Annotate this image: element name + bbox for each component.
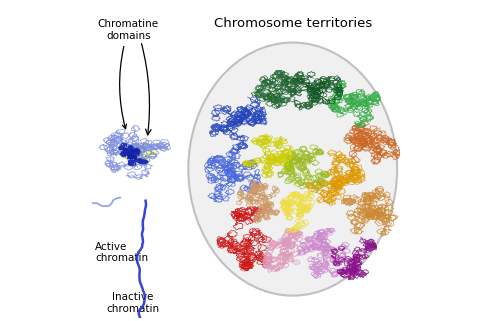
Text: Chromatine
domains: Chromatine domains [98, 19, 159, 129]
Text: Chromosome territories: Chromosome territories [214, 17, 372, 30]
Ellipse shape [188, 42, 397, 296]
Text: Active
chromatin: Active chromatin [95, 242, 148, 264]
Text: Inactive
chromatin: Inactive chromatin [106, 292, 160, 314]
